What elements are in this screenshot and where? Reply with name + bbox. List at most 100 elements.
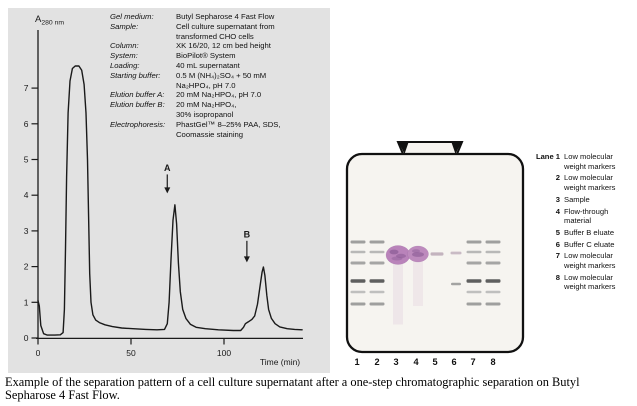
param-label: Starting buffer:	[110, 70, 161, 80]
param-value: Cell culture supernatant from transforme…	[176, 21, 275, 41]
marker-band	[369, 250, 385, 254]
marker-band	[466, 279, 482, 283]
marker-band	[369, 240, 385, 244]
y-tick-label: 6	[24, 119, 29, 129]
y-tick-label: 1	[24, 297, 29, 307]
legend-lane-description: Low molecular weight markers	[564, 251, 616, 271]
legend-lane-description: Buffer C eluate	[564, 239, 615, 249]
gel-lane-number: 7	[470, 357, 475, 367]
gel-lane-number: 1	[354, 357, 359, 367]
legend-entry: 6 Buffer C eluate	[527, 240, 637, 250]
legend-lane-number: 4	[555, 206, 560, 216]
peak-marker-a: A	[164, 163, 171, 194]
protein-streak	[393, 262, 403, 325]
legend-entry: 8 Low molecular weight markers	[527, 273, 637, 292]
legend-lane-number: 8	[555, 272, 560, 282]
legend-lane-description: Buffer B eluate	[564, 227, 615, 237]
x-tick-label: 50	[126, 348, 136, 358]
param-label: Gel medium:	[110, 12, 154, 21]
legend-lane-number: 3	[555, 194, 560, 204]
run-parameters: Gel medium: Butyl Sepharose 4 Fast Flow Sa…	[110, 12, 328, 139]
param-row: Sample: Cell culture supernatant from tra…	[110, 22, 328, 42]
eluate-band	[430, 252, 444, 256]
legend-lane-number: 2	[555, 173, 560, 183]
marker-band	[369, 261, 385, 265]
legend-lane-description: Low molecular weight markers	[564, 173, 616, 193]
param-value: PhastGel™ 8–25% PAA, SDS, Coomassie stai…	[176, 119, 281, 139]
gel-lane-number: 4	[413, 357, 419, 367]
y-tick-label: 0	[24, 333, 29, 343]
legend-lane-number: 7	[555, 251, 560, 261]
marker-band	[350, 240, 366, 244]
param-label: Electrophoresis:	[110, 119, 166, 129]
marker-band	[485, 290, 501, 294]
protein-blob-spot	[396, 253, 406, 259]
marker-band	[485, 261, 501, 265]
marker-band	[350, 261, 366, 265]
param-label: Elution buffer B:	[110, 100, 165, 110]
legend-lane-description: Flow-through material	[564, 206, 609, 226]
param-label: Sample:	[110, 21, 139, 31]
param-value: BioPilot® System	[176, 51, 236, 61]
gel-lane-number: 8	[490, 357, 495, 367]
gel-lane-number: 5	[432, 357, 437, 367]
marker-band	[369, 302, 385, 306]
param-label: Loading:	[110, 60, 140, 70]
param-row: Elution buffer A: 20 mM Na₂HPO₄, pH 7.0	[110, 90, 328, 100]
marker-band	[485, 279, 501, 283]
legend-entry: 7 Low molecular weight markers	[527, 251, 637, 270]
y-tick-label: 2	[24, 262, 29, 272]
param-value: 20 mM Na₂HPO₄, 30% isopropanol	[176, 100, 237, 119]
legend-lane-number: Lane 1	[535, 152, 560, 161]
marker-band	[485, 302, 501, 306]
param-value: Butyl Sepharose 4 Fast Flow	[176, 12, 275, 21]
protein-blob-spot	[389, 249, 399, 255]
param-label: Column:	[110, 41, 139, 51]
absorbance-trace	[37, 65, 303, 336]
legend-lane-description: Low molecular weight markers	[564, 152, 616, 171]
gel-electrophoresis-image: 1 2 3 4 5 6 7 8	[345, 141, 525, 367]
marker-band	[485, 250, 501, 254]
param-row: Electrophoresis: PhastGel™ 8–25% PAA, SDS…	[110, 120, 328, 140]
x-tick-label: 0	[36, 348, 41, 358]
param-row: Column: XK 16/20, 12 cm bed height	[110, 41, 328, 51]
marker-band	[466, 290, 482, 294]
marker-band	[466, 261, 482, 265]
protein-blob-spot	[412, 252, 424, 257]
legend-lane-number: 6	[555, 239, 560, 249]
param-label: Elution buffer A:	[110, 90, 165, 100]
marker-band	[350, 302, 366, 306]
peak-arrow-head-icon	[164, 187, 171, 194]
legend-lane-description: Low molecular weight markers	[564, 272, 616, 292]
x-tick-label: 100	[217, 348, 231, 358]
marker-band	[369, 279, 385, 283]
figure-caption: Example of the separation pattern of a c…	[5, 375, 580, 403]
gel-lane-number: 3	[393, 357, 398, 367]
marker-band	[350, 279, 366, 283]
peak-marker-b: B	[243, 229, 251, 263]
marker-band	[485, 240, 501, 244]
gel-tab-left-wedge	[398, 141, 409, 154]
eluate-band	[451, 282, 461, 286]
marker-band	[369, 290, 385, 294]
y-tick-label: 3	[24, 226, 29, 236]
x-axis-label: Time (min)	[260, 357, 300, 367]
param-row: System: BioPilot® System	[110, 51, 328, 61]
param-row: Loading: 40 mL supernatant	[110, 61, 328, 71]
protein-blob-spot	[391, 256, 403, 261]
peak-arrow-head-icon	[243, 256, 250, 263]
marker-band	[350, 250, 366, 254]
lane-legend: Lane 1 Low molecular weight markers 2 Low m…	[527, 152, 637, 294]
y-tick-label: 4	[24, 190, 29, 200]
param-row: Starting buffer: 0.5 M (NH₄)₂SO₄ + 50 mM …	[110, 71, 328, 91]
gel-tab-right-wedge	[451, 141, 462, 154]
param-label: System:	[110, 51, 138, 61]
y-tick-label: 7	[24, 83, 29, 93]
protein-streak	[413, 260, 423, 306]
param-value: 0.5 M (NH₄)₂SO₄ + 50 mM Na₂HPO₄, pH 7.0	[176, 70, 267, 90]
legend-lane-number: 5	[555, 227, 560, 237]
marker-band	[350, 290, 366, 294]
marker-band	[466, 302, 482, 306]
chromatogram-panel: 0 1 2 3 4 5 6 7 0 50 100 A280 nm Time (min) A B Gel me…	[8, 8, 330, 373]
